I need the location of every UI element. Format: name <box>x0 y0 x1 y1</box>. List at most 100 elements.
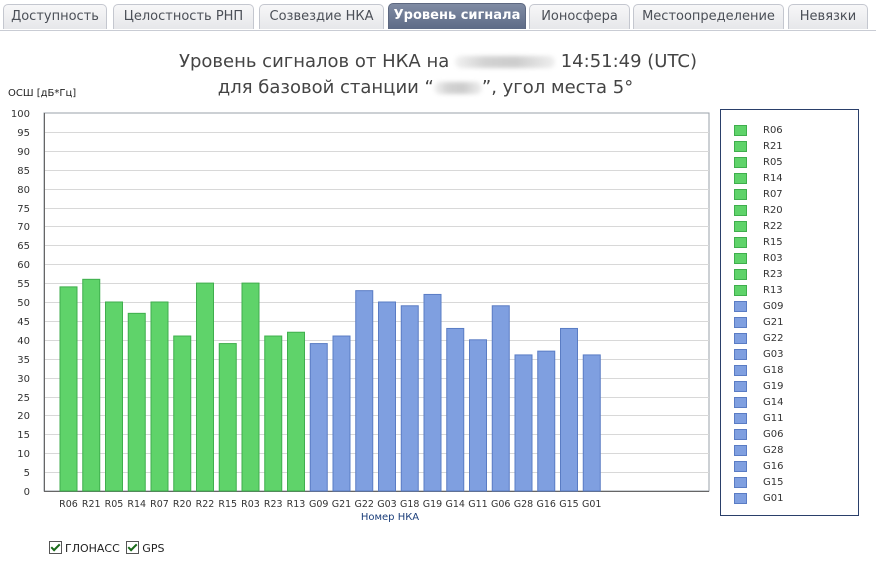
chart-title: Уровень сигналов от НКА на 14:51:49 (UTC… <box>0 49 876 101</box>
legend-swatch <box>734 221 747 232</box>
legend-swatch <box>734 477 747 488</box>
bar-g16[interactable] <box>537 350 556 492</box>
y-tick-label: 0 <box>24 487 30 498</box>
bar-r22[interactable] <box>196 282 214 492</box>
bar-r20[interactable] <box>173 335 192 492</box>
bar-r15[interactable] <box>218 343 237 492</box>
x-tick-label: G06 <box>491 499 510 510</box>
y-tick-label: 50 <box>17 298 30 309</box>
bar-g15[interactable] <box>560 327 578 492</box>
legend-label: G15 <box>763 477 784 488</box>
y-tick-label: 10 <box>17 449 30 460</box>
tab-signal-level[interactable]: Уровень сигнала <box>388 3 526 29</box>
legend-label: R13 <box>763 285 783 296</box>
y-tick-label: 25 <box>17 393 30 404</box>
tab-constellation[interactable]: Созвездие НКА <box>259 4 384 29</box>
bar-r13[interactable] <box>287 331 305 492</box>
legend-label: G06 <box>763 429 784 440</box>
tab-integrity[interactable]: Целостность РНП <box>113 4 254 29</box>
legend-swatch <box>734 397 747 408</box>
bar-g18[interactable] <box>400 305 419 492</box>
y-axis-label: ОСШ [дБ*Гц] <box>8 88 77 99</box>
legend-label: R15 <box>763 237 783 248</box>
bar-r14[interactable] <box>127 312 146 492</box>
bar-r06[interactable] <box>59 286 78 492</box>
bar-g22[interactable] <box>355 290 374 492</box>
legend-label: R06 <box>763 125 783 136</box>
bar-g14[interactable] <box>446 327 465 492</box>
tab-ionosphere[interactable]: Ионосфера <box>529 4 630 29</box>
legend-swatch <box>734 493 747 504</box>
x-tick-label: G03 <box>377 499 396 510</box>
checkbox-glonass[interactable] <box>49 541 62 554</box>
chart-legend: R06 R21 R05 R14 R07 R20 R22 R15 R03 R23 R13 G09 G21 G… <box>720 109 859 516</box>
bar-g11[interactable] <box>469 339 487 492</box>
legend-label: G28 <box>763 445 784 456</box>
legend-label: R23 <box>763 269 783 280</box>
y-tick-label: 100 <box>11 109 30 120</box>
legend-swatch <box>734 285 747 296</box>
legend-label: G11 <box>763 413 784 424</box>
bar-r05[interactable] <box>105 301 123 492</box>
legend-swatch <box>734 349 747 360</box>
y-tick-label: 60 <box>17 260 30 271</box>
legend-label: G22 <box>763 333 784 344</box>
legend-label: R21 <box>763 141 783 152</box>
legend-label: R05 <box>763 157 783 168</box>
tab-residuals[interactable]: Невязки <box>788 4 868 29</box>
x-tick-label: G18 <box>400 499 419 510</box>
bar-r21[interactable] <box>82 278 101 492</box>
x-tick-label: R20 <box>173 499 192 510</box>
y-tick-label: 45 <box>17 317 30 328</box>
x-tick-label: R23 <box>264 499 283 510</box>
legend-swatch <box>734 189 747 200</box>
y-tick-label: 80 <box>17 185 30 196</box>
x-tick-label: G14 <box>446 499 465 510</box>
legend-swatch <box>734 141 747 152</box>
tab-positioning[interactable]: Местоопределение <box>633 4 784 29</box>
x-tick-label: G22 <box>355 499 374 510</box>
x-tick-label: G16 <box>537 499 556 510</box>
y-tick-label: 55 <box>17 279 30 290</box>
legend-label: G19 <box>763 381 784 392</box>
bar-g19[interactable] <box>423 293 442 492</box>
bar-r23[interactable] <box>264 335 283 492</box>
y-tick-label: 5 <box>24 468 30 479</box>
legend-swatch <box>734 157 747 168</box>
legend-label: R14 <box>763 173 783 184</box>
bar-g21[interactable] <box>332 335 351 492</box>
legend-swatch <box>734 269 747 280</box>
bar-g01[interactable] <box>582 354 601 492</box>
bar-g03[interactable] <box>378 301 396 492</box>
legend-swatch <box>734 333 747 344</box>
bar-g06[interactable] <box>491 305 510 492</box>
legend-swatch <box>734 125 747 136</box>
legend-swatch <box>734 205 747 216</box>
redacted-date <box>454 56 555 68</box>
legend-swatch <box>734 301 747 312</box>
x-tick-label: R03 <box>241 499 260 510</box>
legend-swatch <box>734 461 747 472</box>
x-tick-label: G09 <box>309 499 328 510</box>
legend-swatch <box>734 173 747 184</box>
bar-g09[interactable] <box>309 343 328 492</box>
filter-glonass[interactable]: ГЛОНАСС <box>49 541 120 555</box>
y-tick-label: 75 <box>17 204 30 215</box>
filter-gps[interactable]: GPS <box>126 541 164 555</box>
y-tick-label: 90 <box>17 147 30 158</box>
bar-r07[interactable] <box>150 301 169 492</box>
x-tick-label: R06 <box>59 499 78 510</box>
legend-swatch <box>734 317 747 328</box>
legend-swatch <box>734 429 747 440</box>
legend-swatch <box>734 445 747 456</box>
checkbox-gps[interactable] <box>126 541 140 554</box>
x-tick-label: R13 <box>287 499 306 510</box>
bar-g28[interactable] <box>514 354 533 492</box>
x-tick-label: G01 <box>582 499 601 510</box>
tab-availability[interactable]: Доступность <box>3 4 107 29</box>
legend-swatch <box>734 365 747 376</box>
system-filters: ГЛОНАСС GPS <box>49 541 167 555</box>
legend-label: R07 <box>763 189 783 200</box>
bar-r03[interactable] <box>241 282 260 492</box>
